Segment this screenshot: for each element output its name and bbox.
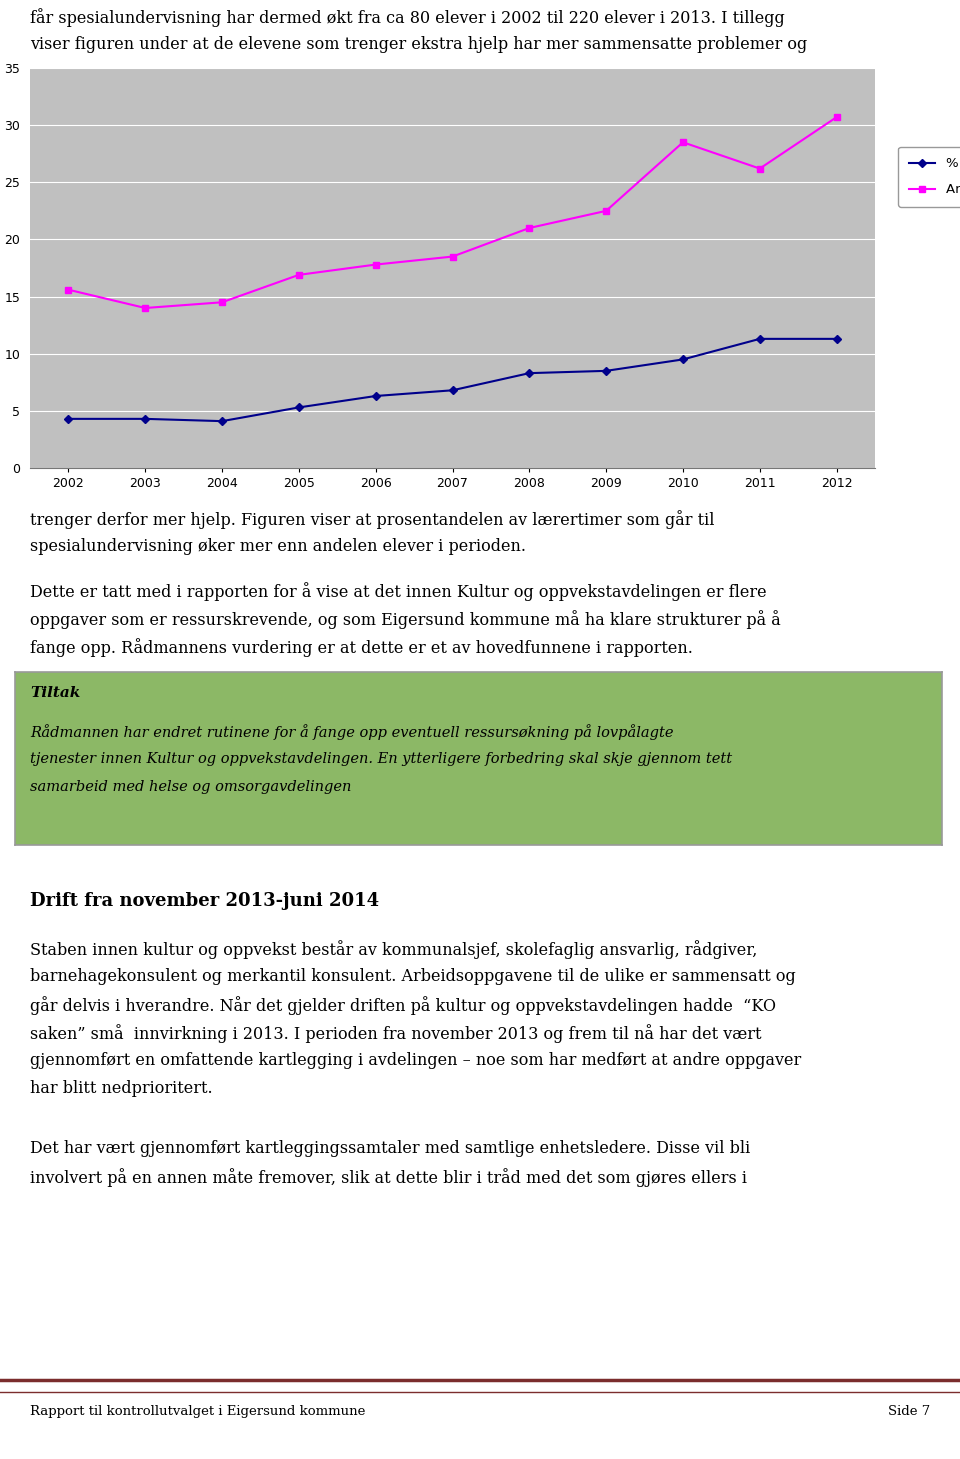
Text: tjenester innen Kultur og oppvekstavdelingen. En ytterligere forbedring skal skj: tjenester innen Kultur og oppvekstavdeli… [30,751,732,766]
Text: fange opp. Rådmannens vurdering er at dette er et av hovedfunnene i rapporten.: fange opp. Rådmannens vurdering er at de… [30,638,693,657]
Text: Drift fra november 2013-juni 2014: Drift fra november 2013-juni 2014 [30,891,379,910]
Text: saken” små  innvirkning i 2013. I perioden fra november 2013 og frem til nå har : saken” små innvirkning i 2013. I periode… [30,1024,761,1043]
Text: har blitt nedprioritert.: har blitt nedprioritert. [30,1080,212,1097]
Text: Det har vært gjennomført kartleggingssamtaler med samtlige enhetsledere. Disse v: Det har vært gjennomført kartleggingssam… [30,1139,751,1157]
Text: oppgaver som er ressurskrevende, og som Eigersund kommune må ha klare strukturer: oppgaver som er ressurskrevende, og som … [30,610,780,629]
Text: viser figuren under at de elevene som trenger ekstra hjelp har mer sammensatte p: viser figuren under at de elevene som tr… [30,36,807,53]
Text: Dette er tatt med i rapporten for å vise at det innen Kultur og oppvekstavdeling: Dette er tatt med i rapporten for å vise… [30,582,767,601]
Text: Tiltak: Tiltak [30,686,81,700]
Text: trenger derfor mer hjelp. Figuren viser at prosentandelen av lærertimer som går : trenger derfor mer hjelp. Figuren viser … [30,511,714,530]
Text: Side 7: Side 7 [888,1405,930,1418]
Text: samarbeid med helse og omsorgavdelingen: samarbeid med helse og omsorgavdelingen [30,781,351,794]
Text: involvert på en annen måte fremover, slik at dette blir i tråd med det som gjøre: involvert på en annen måte fremover, sli… [30,1169,747,1188]
Text: får spesialundervisning har dermed økt fra ca 80 elever i 2002 til 220 elever i : får spesialundervisning har dermed økt f… [30,7,784,26]
Text: gjennomført en omfattende kartlegging i avdelingen – noe som har medført at andr: gjennomført en omfattende kartlegging i … [30,1052,802,1069]
Text: går delvis i hverandre. Når det gjelder driften på kultur og oppvekstavdelingen : går delvis i hverandre. Når det gjelder … [30,996,776,1015]
Text: Rådmannen har endret rutinene for å fange opp eventuell ressursøkning på lovpåla: Rådmannen har endret rutinene for å fang… [30,724,674,740]
Text: barnehagekonsulent og merkantil konsulent. Arbeidsoppgavene til de ulike er samm: barnehagekonsulent og merkantil konsulen… [30,967,796,985]
Text: Rapport til kontrollutvalget i Eigersund kommune: Rapport til kontrollutvalget i Eigersund… [30,1405,366,1418]
Text: spesialundervisning øker mer enn andelen elever i perioden.: spesialundervisning øker mer enn andelen… [30,538,526,554]
Text: Staben innen kultur og oppvekst består av kommunalsjef, skolefaglig ansvarlig, r: Staben innen kultur og oppvekst består a… [30,940,757,959]
Legend: % elever, Andel lærertimer: % elever, Andel lærertimer [899,146,960,207]
